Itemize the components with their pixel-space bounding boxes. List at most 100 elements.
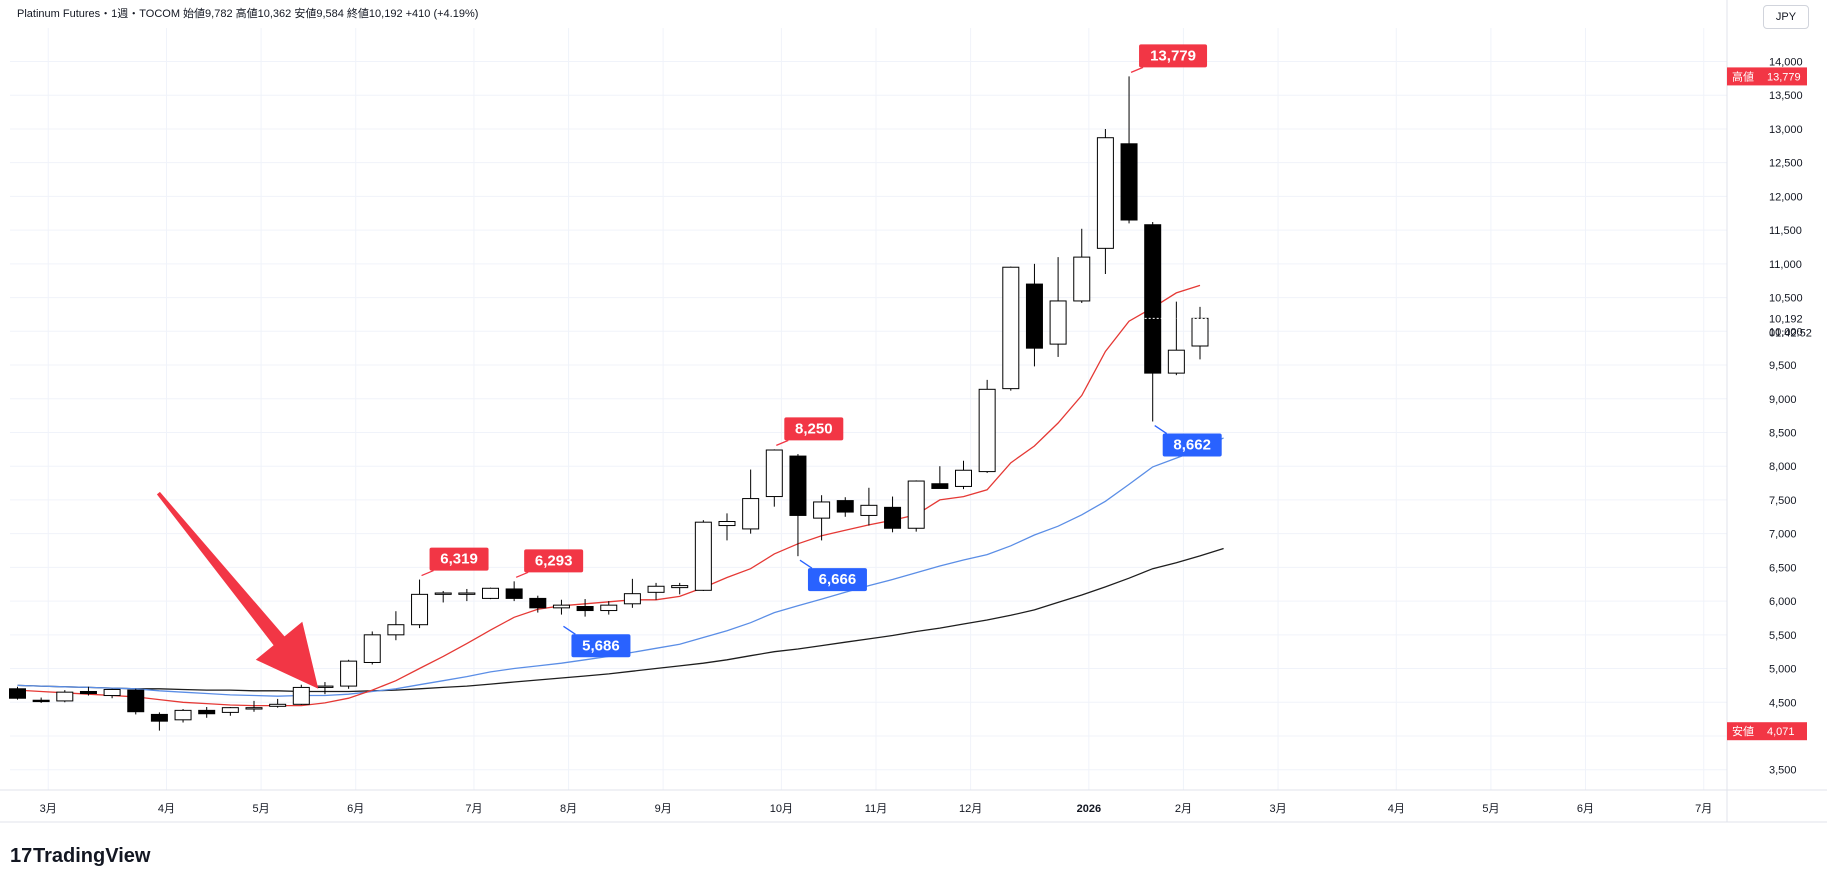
time-tick-label: 3月	[40, 803, 57, 815]
label-pointer	[776, 439, 789, 446]
candle	[552, 599, 570, 615]
candle-body-up	[718, 521, 736, 527]
candle-body-up	[221, 707, 239, 713]
candle	[292, 684, 310, 705]
candle-body-up	[671, 585, 689, 589]
candle	[765, 449, 783, 507]
low-price-tag: 安値 4,071	[1727, 722, 1807, 741]
candle	[505, 581, 523, 602]
label-box	[524, 549, 584, 573]
candle	[955, 460, 972, 490]
candle	[103, 688, 121, 699]
candle-body-up	[292, 686, 310, 705]
candle	[1096, 128, 1114, 274]
candle-body-down	[1144, 224, 1162, 374]
high-price-tag: 高値 13,779	[1727, 67, 1807, 86]
low-label: 8,662	[1154, 425, 1222, 457]
price-tag-label: 安値	[1732, 724, 1754, 738]
label-box	[571, 634, 631, 658]
candle	[836, 497, 854, 517]
candle	[458, 588, 476, 602]
candle-body-up	[1073, 256, 1091, 302]
price-tick-label: 11,500	[1769, 225, 1802, 237]
candle	[1002, 266, 1020, 391]
candle	[79, 686, 97, 696]
candle	[978, 379, 996, 473]
candle	[1049, 257, 1067, 357]
candle-body-up	[174, 709, 192, 721]
candle	[127, 688, 145, 715]
candle-body-down	[79, 690, 97, 695]
candle	[671, 582, 689, 595]
price-tag-value: 13,779	[1767, 71, 1801, 83]
label-value: 8,662	[1173, 437, 1211, 454]
candle	[198, 706, 216, 718]
price-tick-label: 14,000	[1769, 57, 1803, 69]
candle	[1120, 76, 1138, 224]
price-axis[interactable]: 3,500 4,500 5,000 5,500 6,000 6,500 7,000 7,500…	[1727, 57, 1812, 777]
currency-button[interactable]: JPY	[1763, 5, 1809, 29]
candle-body-up	[1191, 317, 1209, 347]
candle-body-up	[411, 593, 429, 626]
tradingview-logo[interactable]: 17 TradingView	[10, 845, 151, 867]
candle	[434, 590, 452, 603]
candle-body-down	[150, 713, 168, 722]
candle-body-up	[482, 587, 499, 599]
price-tick-label: 8,000	[1769, 461, 1797, 473]
high-low-labels: 6,319 6,293 8,250 13,779 5,686 6,666 8,662	[421, 44, 1222, 658]
label-pointer	[563, 625, 576, 635]
price-tick-label: 13,500	[1769, 90, 1803, 102]
low-label: 6,666	[799, 559, 867, 592]
candle	[623, 578, 641, 608]
price-tick-label: 12,500	[1769, 158, 1803, 170]
time-tick-label: 8月	[560, 803, 577, 815]
label-box	[1162, 433, 1222, 457]
ma-long-line	[17, 547, 1224, 693]
candle	[32, 697, 50, 703]
label-pointer	[1130, 66, 1144, 74]
label-value: 6,319	[440, 551, 478, 568]
price-tag-value: 4,071	[1767, 726, 1795, 738]
candle-body-down	[884, 506, 902, 529]
time-tick-label: 12月	[959, 803, 982, 815]
candle	[221, 706, 239, 716]
label-value: 13,779	[1150, 47, 1196, 64]
candle-body-up	[434, 592, 452, 595]
price-tick-label: 6,000	[1769, 596, 1797, 608]
candle-body-up	[907, 480, 925, 529]
label-box	[429, 547, 489, 571]
candle-body-down	[198, 709, 216, 715]
candle	[387, 611, 405, 641]
candle	[269, 698, 287, 708]
label-value: 6,666	[819, 571, 857, 588]
price-tag-box	[1727, 67, 1807, 86]
candle	[1144, 222, 1162, 422]
label-value: 6,293	[535, 552, 573, 569]
tradingview-logo-icon: 17	[10, 845, 32, 867]
candle	[647, 582, 665, 600]
time-tick-label: 4月	[1388, 803, 1405, 815]
candle	[931, 466, 949, 489]
candle-body-down	[789, 455, 807, 516]
price-tick-label: 8,500	[1769, 427, 1797, 439]
time-axis[interactable]: 3月 4月 5月 6月 7月 8月 9月 10月 11月 12月 2026 2月 3月 4月 5月 6月 7月	[40, 803, 1713, 815]
label-pointer	[515, 571, 529, 578]
candle	[600, 601, 618, 615]
candle-body-up	[458, 592, 476, 595]
candle-body-up	[56, 691, 74, 702]
price-tick-label: 10,000	[1769, 326, 1803, 338]
price-tick-label: 9,500	[1769, 360, 1797, 372]
candle-body-down	[9, 688, 26, 699]
time-tick-label: 9月	[655, 803, 672, 815]
time-tick-label: 6月	[1577, 803, 1594, 815]
candle-body-up	[647, 585, 665, 593]
candle-body-up	[955, 469, 972, 487]
candle	[907, 480, 925, 532]
price-tag-box	[1727, 722, 1807, 741]
candle	[482, 587, 499, 600]
candle-body-up	[552, 604, 570, 609]
candle	[1025, 263, 1043, 367]
high-label: 8,250	[776, 417, 844, 446]
label-box	[1139, 44, 1208, 68]
